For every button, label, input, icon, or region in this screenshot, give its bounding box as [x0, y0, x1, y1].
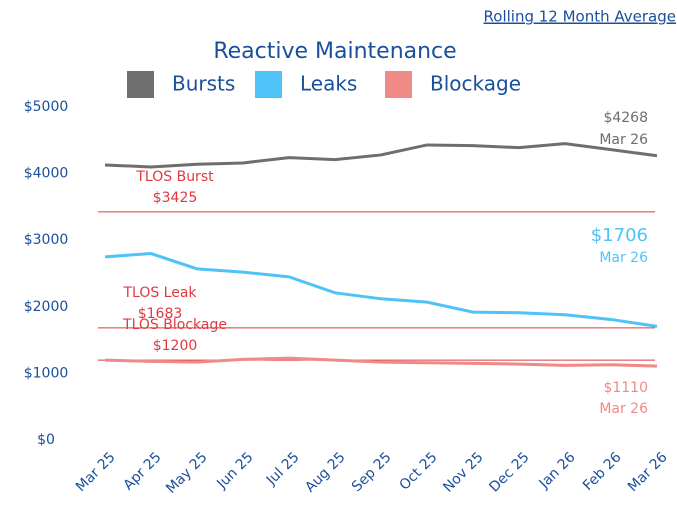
- end-date-label: Mar 26: [599, 250, 648, 266]
- threshold-value: $1683: [138, 306, 183, 322]
- series-line: [104, 252, 658, 328]
- end-date-label: Mar 26: [599, 132, 648, 148]
- x-tick-label: Mar 25: [73, 449, 119, 495]
- x-tick-label: Sep 25: [349, 449, 395, 495]
- threshold-name: TLOS Leak: [122, 285, 197, 301]
- x-tick-label: Oct 25: [396, 449, 440, 493]
- x-tick-label: Dec 25: [486, 449, 532, 495]
- y-tick-label: $3000: [24, 232, 69, 248]
- x-tick-label: Apr 25: [120, 449, 164, 493]
- legend-swatch: [385, 71, 412, 98]
- legend-label: Bursts: [172, 72, 235, 96]
- legend-label: Blockage: [430, 72, 521, 96]
- x-tick-label: Jun 25: [213, 449, 256, 492]
- threshold-name: TLOS Burst: [135, 169, 214, 185]
- end-value-label: $1110: [603, 380, 648, 396]
- legend-swatch: [127, 71, 154, 98]
- rolling-average-link[interactable]: Rolling 12 Month Average: [484, 8, 676, 26]
- end-value-label: $1706: [591, 225, 648, 246]
- y-tick-label: $2000: [24, 299, 69, 315]
- series-line: [104, 356, 658, 368]
- end-value-label: $4268: [603, 110, 648, 126]
- y-tick-label: $1000: [24, 365, 69, 381]
- x-tick-label: Mar 26: [625, 449, 671, 495]
- end-date-label: Mar 26: [599, 401, 648, 417]
- x-tick-label: Jan 26: [536, 449, 579, 492]
- x-tick-label: Nov 25: [440, 449, 486, 495]
- y-tick-label: $4000: [24, 166, 69, 182]
- y-tick-label: $0: [37, 432, 55, 448]
- legend-label: Leaks: [300, 72, 357, 96]
- x-tick-label: Feb 26: [580, 449, 625, 494]
- y-tick-label: $5000: [24, 99, 69, 115]
- threshold-value: $3425: [153, 190, 198, 206]
- legend-swatch: [255, 71, 282, 98]
- threshold-name: TLOS Blockage: [122, 317, 227, 333]
- chart-title: Reactive Maintenance: [213, 39, 456, 64]
- x-tick-label: Aug 25: [302, 449, 348, 495]
- x-tick-label: Jul 25: [263, 449, 303, 489]
- series-line: [104, 142, 658, 169]
- x-tick-label: May 25: [163, 449, 211, 497]
- threshold-value: $1200: [153, 338, 198, 354]
